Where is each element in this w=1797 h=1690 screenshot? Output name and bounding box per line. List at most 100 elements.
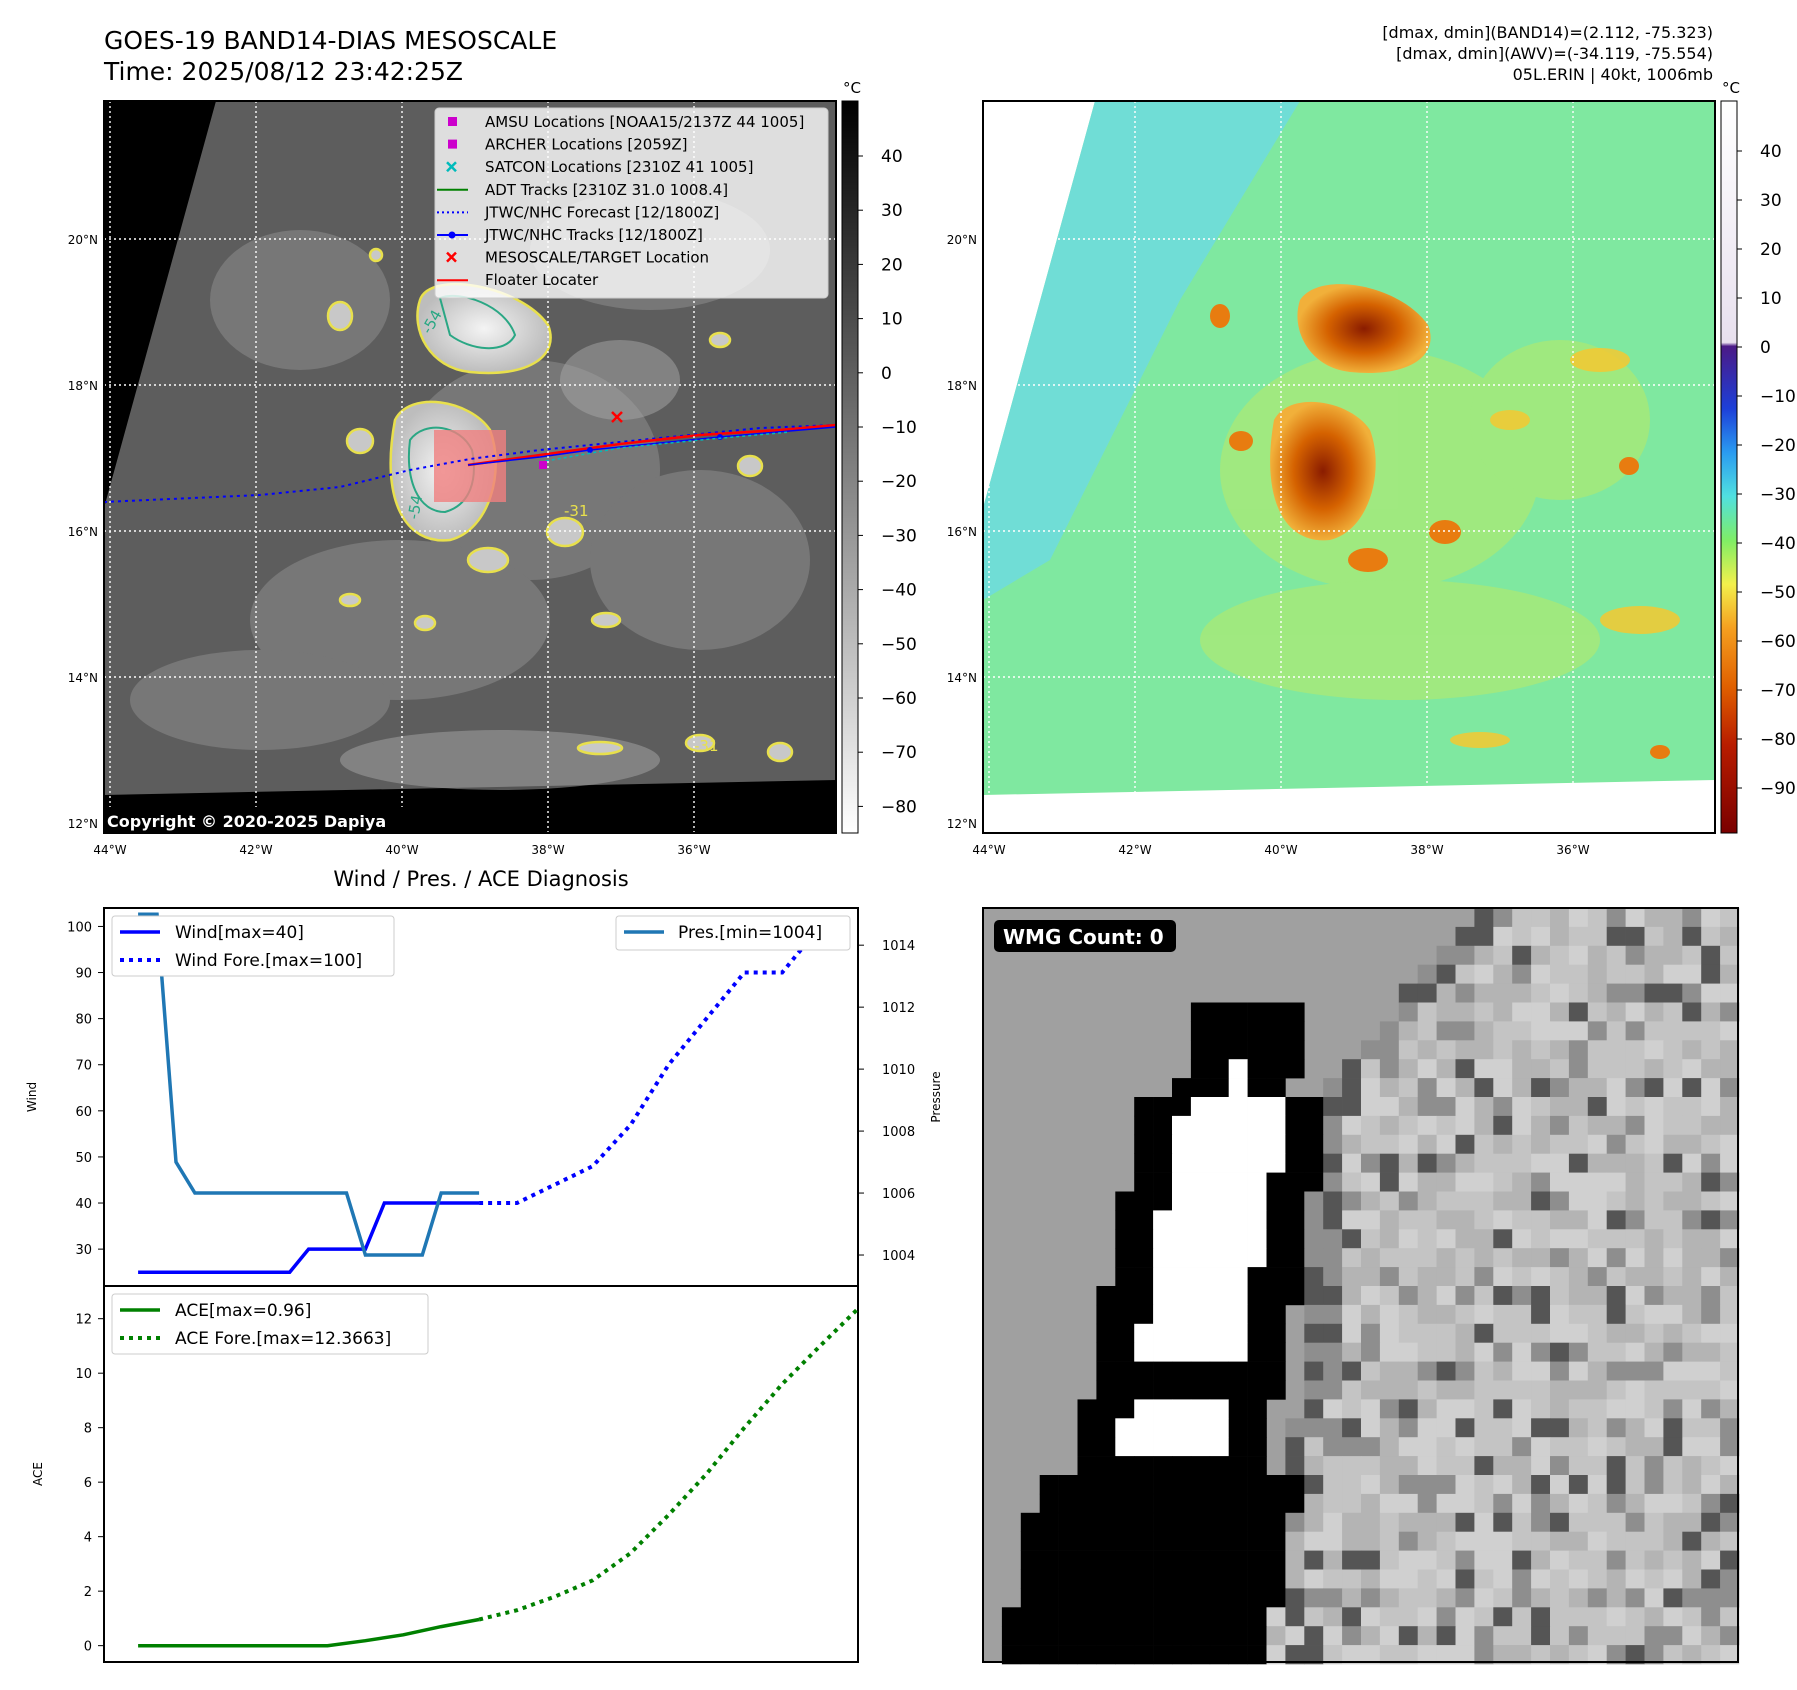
wmg-cell xyxy=(1228,1626,1248,1646)
wmg-cell xyxy=(1644,964,1664,984)
wmg-cell xyxy=(1266,1645,1286,1665)
wmg-cell xyxy=(1285,1210,1305,1230)
wmg-cell xyxy=(1474,1550,1494,1570)
wmg-cell xyxy=(1323,1191,1343,1211)
wmg-cell xyxy=(1720,1418,1740,1438)
wmg-cell xyxy=(1606,1078,1626,1098)
wmg-cell xyxy=(1247,1267,1267,1287)
wmg-cell xyxy=(1587,1040,1607,1060)
wmg-cell xyxy=(1285,1418,1305,1438)
wmg-cell xyxy=(1247,1078,1267,1098)
wmg-cell xyxy=(1172,1304,1192,1325)
wmg-cell xyxy=(1493,1134,1513,1154)
wmg-cell xyxy=(1228,1021,1248,1041)
wmg-cell xyxy=(1228,1323,1248,1343)
wmg-cell xyxy=(1644,1229,1664,1249)
wmg-cell xyxy=(1606,1380,1626,1400)
wmg-cell xyxy=(1323,1172,1343,1192)
wmg-cell xyxy=(1512,1059,1532,1079)
wmg-cell xyxy=(1587,908,1607,928)
wmg-cell xyxy=(1153,1172,1173,1192)
wmg-cell xyxy=(1644,1134,1664,1154)
wmg-cell xyxy=(1153,1115,1173,1136)
wmg-cell xyxy=(1342,1588,1362,1608)
wmg-cell xyxy=(1455,1437,1475,1457)
wmg-cell xyxy=(1682,945,1702,965)
wmg-cell xyxy=(1304,1323,1324,1343)
wmg-cell xyxy=(1153,1512,1173,1532)
wmg-cell xyxy=(1247,1626,1267,1646)
pressure-legend-box xyxy=(615,915,851,951)
legend-label: ADT Tracks [2310Z 31.0 1008.4] xyxy=(485,181,728,199)
wmg-cell xyxy=(1172,1115,1192,1136)
wmg-cell xyxy=(1531,1097,1551,1117)
wmg-cell xyxy=(1247,1115,1267,1136)
wmg-cell xyxy=(1115,1626,1135,1646)
wmg-cell xyxy=(1550,1512,1570,1532)
wmg-cell xyxy=(1701,945,1721,965)
wmg-cell xyxy=(1493,1172,1513,1192)
wmg-cell xyxy=(1512,1002,1532,1022)
wmg-cell xyxy=(1361,1040,1381,1060)
wmg-cell xyxy=(1304,1418,1324,1438)
wmg-cell xyxy=(1172,1323,1192,1343)
wmg-cell xyxy=(1209,1531,1229,1551)
wmg-cell xyxy=(1436,1304,1456,1325)
wmg-cell xyxy=(1568,1418,1589,1438)
wmg-cell xyxy=(1606,1153,1626,1173)
wmg-cell xyxy=(1342,1550,1362,1570)
wmg-cell xyxy=(1285,1626,1305,1646)
wmg-cell xyxy=(1644,926,1664,947)
wmg-cell xyxy=(1361,1229,1381,1249)
ace-y-tick-label: 0 xyxy=(84,1640,92,1655)
lat-tick-label: 12°N xyxy=(68,817,98,831)
wmg-cell xyxy=(1531,1437,1551,1457)
wmg-cell xyxy=(1720,1361,1740,1381)
wmg-cell xyxy=(1228,1399,1248,1419)
wmg-cell xyxy=(1663,1134,1683,1154)
lon-tick-label: 44°W xyxy=(93,843,126,857)
wmg-cell xyxy=(1134,1399,1154,1419)
wmg-cell xyxy=(1172,1512,1192,1532)
wmg-cell xyxy=(1417,964,1437,984)
wmg-cell xyxy=(1493,1040,1513,1060)
wmg-cell xyxy=(1342,1475,1362,1495)
wmg-cell xyxy=(1493,1286,1513,1306)
wmg-cell xyxy=(1209,1191,1229,1211)
lat-tick-label: 18°N xyxy=(68,379,98,393)
wmg-cell xyxy=(1720,1512,1740,1532)
wmg-cell xyxy=(1398,1115,1418,1136)
wmg-cell xyxy=(1625,1531,1645,1551)
wmg-cell xyxy=(1663,1456,1683,1476)
wmg-cell xyxy=(1190,1172,1211,1192)
wmg-cell xyxy=(1134,1115,1154,1136)
wmg-cell xyxy=(1512,945,1532,965)
wmg-cell xyxy=(1172,1210,1192,1230)
figure-title: GOES-19 BAND14-DIAS MESOSCALE xyxy=(104,26,558,55)
wmg-cell xyxy=(1663,1437,1683,1457)
wmg-cell xyxy=(1153,1380,1173,1400)
wmg-cell xyxy=(1342,1248,1362,1268)
wmg-cell xyxy=(1115,1267,1135,1287)
wmg-cell xyxy=(1701,1304,1721,1325)
wmg-cell xyxy=(1379,1248,1400,1268)
colorbar-tick-label: −10 xyxy=(881,418,917,438)
wmg-cell xyxy=(1550,1626,1570,1646)
wmg-cell xyxy=(1077,1626,1097,1646)
wmg-cell xyxy=(1247,1002,1267,1022)
wmg-cell xyxy=(1682,1361,1702,1381)
wmg-cell xyxy=(1682,1248,1702,1268)
wmg-cell xyxy=(1512,1323,1532,1343)
wmg-cell xyxy=(1228,1550,1248,1570)
wmg-cell xyxy=(1587,1569,1607,1589)
wmg-cell xyxy=(1361,1153,1381,1173)
wmg-cell xyxy=(1285,1229,1305,1249)
wmg-cell xyxy=(1455,1115,1475,1136)
colorbar-tick-label: 40 xyxy=(881,147,903,167)
wmg-cell xyxy=(1209,1418,1229,1438)
wmg-cell xyxy=(1115,1342,1135,1362)
wmg-cell xyxy=(1474,1059,1494,1079)
wmg-cell xyxy=(1531,1115,1551,1136)
wmg-cell xyxy=(1625,1607,1645,1627)
wmg-cell xyxy=(1247,1342,1267,1362)
